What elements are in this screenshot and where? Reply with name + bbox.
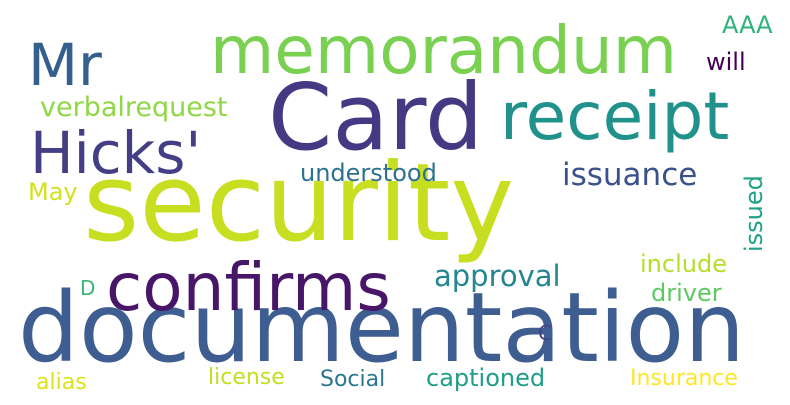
- word-issued: issued: [740, 175, 768, 252]
- word-mr: Mr: [28, 31, 102, 99]
- word-captioned: captioned: [426, 364, 546, 392]
- word-approval: approval: [434, 259, 561, 293]
- word-hicks: Hicks': [30, 119, 202, 187]
- word-security: security: [83, 141, 515, 266]
- word-verbalrequest: verbalrequest: [40, 92, 228, 123]
- word-social: Social: [320, 367, 386, 392]
- word-insurance: Insurance: [630, 366, 738, 391]
- word-alias: alias: [36, 370, 87, 395]
- word-c: C: [538, 321, 552, 345]
- word-include: include: [640, 250, 727, 278]
- word-aaa: AAA: [722, 11, 773, 39]
- word-d: D: [80, 276, 96, 300]
- word-memorandum: memorandum: [210, 12, 677, 89]
- word-may: May: [28, 178, 78, 206]
- word-issuance: issuance: [562, 157, 698, 193]
- word-license: license: [208, 365, 285, 390]
- word-receipt: receipt: [500, 78, 730, 155]
- word-confirms: confirms: [106, 249, 391, 326]
- word-will: will: [706, 48, 746, 76]
- word-documentation: documentation: [18, 272, 746, 384]
- word-understood: understood: [300, 159, 437, 187]
- word-card: Card: [268, 64, 484, 171]
- word-driver: driver: [651, 279, 722, 307]
